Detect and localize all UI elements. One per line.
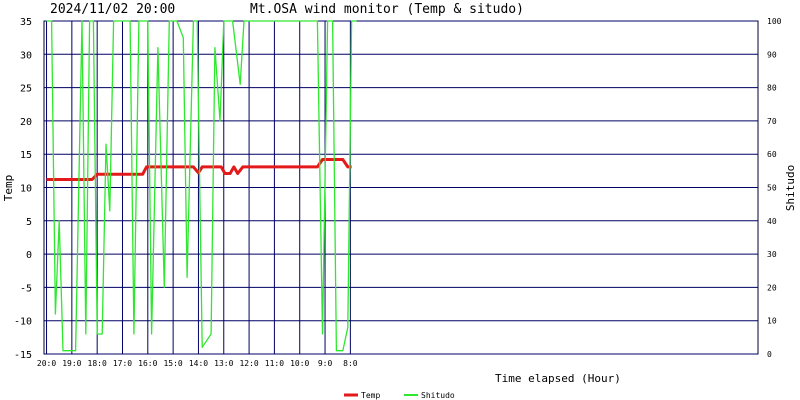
x-tick-label: 10:0 xyxy=(290,359,309,368)
chart-title: Mt.OSA wind monitor (Temp & situdo) xyxy=(250,2,524,17)
y-right-tick-label: 60 xyxy=(767,150,777,159)
y-left-tick-label: -15 xyxy=(14,350,32,361)
y-right-tick-label: 100 xyxy=(767,17,782,26)
x-axis-ticks: 20:0 19:0 18:0 17:0 16:0 15:0 14:0 13:0 12:0 11:0… xyxy=(37,359,358,368)
y-left-tick-label: -10 xyxy=(14,317,32,328)
y-left-tick-label: 10 xyxy=(20,184,32,195)
y-left-tick-label: 5 xyxy=(26,217,32,228)
y-right-tick-label: 80 xyxy=(767,84,777,93)
y-right-tick-label: 90 xyxy=(767,50,777,59)
x-tick-label: 20:0 xyxy=(37,359,56,368)
y-left-tick-label: 30 xyxy=(20,50,32,61)
left-axis-ticks: -15 -10 -5 0 5 10 15 20 25 30 35 xyxy=(14,17,32,361)
x-tick-label: 14:0 xyxy=(189,359,208,368)
y-right-tick-label: 0 xyxy=(767,350,772,359)
series-layer xyxy=(46,20,357,352)
datetime-label: 2024/11/02 20:00 xyxy=(50,2,175,17)
legend: Temp Shitudo xyxy=(344,391,455,400)
x-tick-label: 16:0 xyxy=(138,359,157,368)
y-right-tick-label: 50 xyxy=(767,184,777,193)
y-right-tick-label: 10 xyxy=(767,317,777,326)
y-axis-right-label: Shitudo xyxy=(784,165,797,211)
y-right-tick-label: 30 xyxy=(767,250,777,259)
y-left-tick-label: 15 xyxy=(20,150,32,161)
y-left-tick-label: -5 xyxy=(20,283,32,294)
x-tick-label: 9:0 xyxy=(318,359,333,368)
legend-shitudo-label: Shitudo xyxy=(421,391,455,400)
y-left-tick-label: 0 xyxy=(26,250,32,261)
y-right-tick-label: 20 xyxy=(767,283,777,292)
x-axis-label: Time elapsed (Hour) xyxy=(495,372,621,385)
x-tick-label: 8:0 xyxy=(343,359,358,368)
y-right-tick-label: 70 xyxy=(767,117,777,126)
y-left-tick-label: 35 xyxy=(20,17,32,28)
x-tick-label: 11:0 xyxy=(265,359,284,368)
x-tick-label: 12:0 xyxy=(239,359,258,368)
y-axis-left-label: Temp xyxy=(2,175,15,202)
x-tick-label: 18:0 xyxy=(88,359,107,368)
x-tick-label: 17:0 xyxy=(113,359,132,368)
series-line-shitudo xyxy=(46,20,357,352)
x-tick-label: 15:0 xyxy=(163,359,182,368)
right-axis-ticks: 0 10 20 30 40 50 60 70 80 90 100 xyxy=(767,17,782,359)
x-tick-label: 13:0 xyxy=(214,359,233,368)
y-left-tick-label: 20 xyxy=(20,117,32,128)
y-left-tick-label: 25 xyxy=(20,84,32,95)
y-right-tick-label: 40 xyxy=(767,217,777,226)
x-tick-label: 19:0 xyxy=(62,359,81,368)
series-line-temp xyxy=(46,158,352,181)
legend-temp-label: Temp xyxy=(361,391,380,400)
